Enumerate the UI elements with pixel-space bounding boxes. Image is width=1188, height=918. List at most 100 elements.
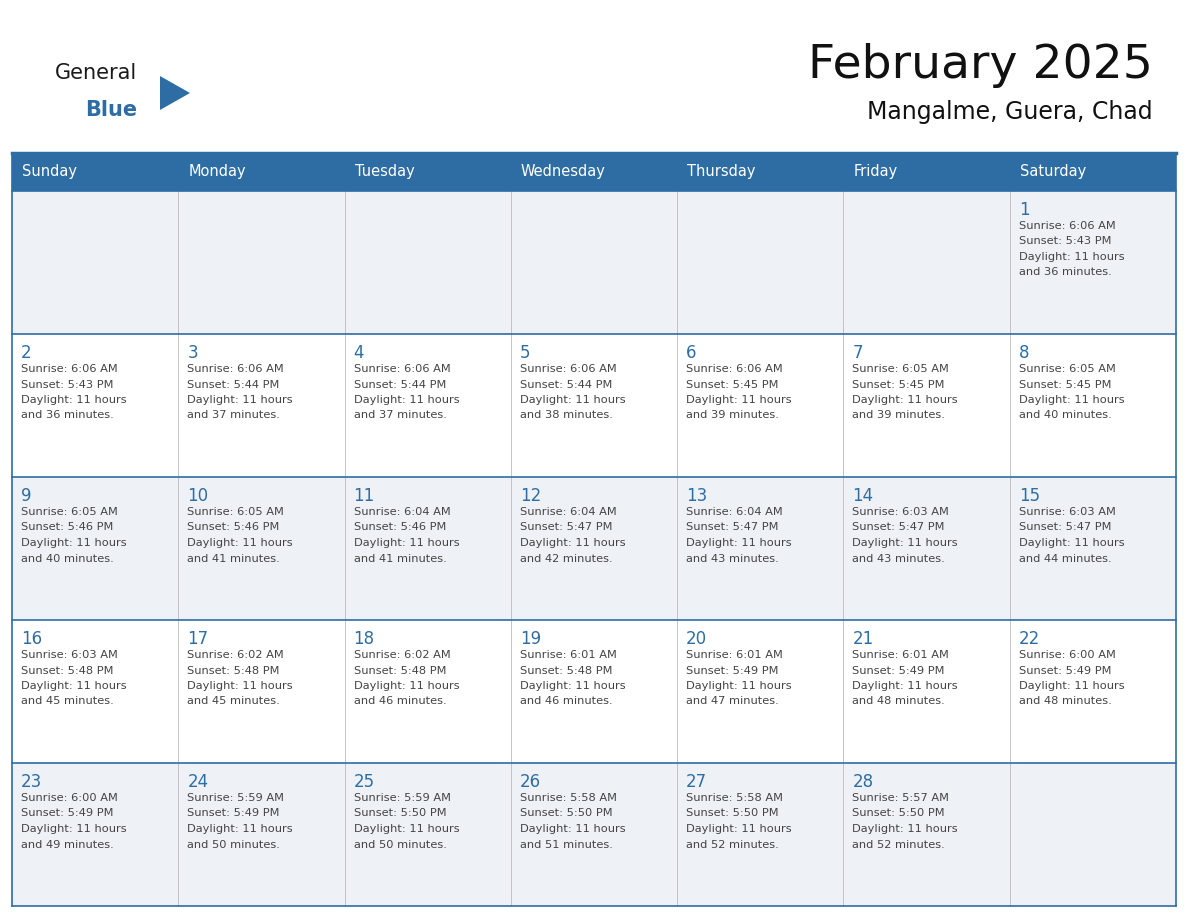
Bar bbox=[12, 153, 178, 191]
Text: Blue: Blue bbox=[86, 100, 137, 120]
Text: Daylight: 11 hours: Daylight: 11 hours bbox=[354, 824, 460, 834]
Text: Sunset: 5:45 PM: Sunset: 5:45 PM bbox=[1019, 379, 1111, 389]
Text: and 47 minutes.: and 47 minutes. bbox=[687, 697, 779, 707]
Text: Sunrise: 6:04 AM: Sunrise: 6:04 AM bbox=[354, 507, 450, 517]
Text: and 37 minutes.: and 37 minutes. bbox=[188, 410, 280, 420]
Text: 20: 20 bbox=[687, 630, 707, 648]
Text: Daylight: 11 hours: Daylight: 11 hours bbox=[520, 395, 626, 405]
Text: and 36 minutes.: and 36 minutes. bbox=[1019, 267, 1112, 277]
Text: Daylight: 11 hours: Daylight: 11 hours bbox=[188, 395, 293, 405]
Bar bbox=[12, 477, 1176, 620]
Text: Friday: Friday bbox=[853, 164, 898, 180]
Text: Daylight: 11 hours: Daylight: 11 hours bbox=[520, 681, 626, 691]
Text: 12: 12 bbox=[520, 487, 541, 505]
Text: Sunset: 5:45 PM: Sunset: 5:45 PM bbox=[853, 379, 944, 389]
Text: Sunset: 5:45 PM: Sunset: 5:45 PM bbox=[687, 379, 778, 389]
Text: Sunrise: 6:03 AM: Sunrise: 6:03 AM bbox=[1019, 507, 1116, 517]
Bar bbox=[511, 153, 677, 191]
Text: Daylight: 11 hours: Daylight: 11 hours bbox=[21, 395, 127, 405]
Text: Sunrise: 6:05 AM: Sunrise: 6:05 AM bbox=[21, 507, 118, 517]
Text: Sunset: 5:46 PM: Sunset: 5:46 PM bbox=[354, 522, 446, 532]
Text: Daylight: 11 hours: Daylight: 11 hours bbox=[853, 538, 958, 548]
Text: Sunset: 5:50 PM: Sunset: 5:50 PM bbox=[853, 809, 944, 819]
Text: Sunset: 5:47 PM: Sunset: 5:47 PM bbox=[1019, 522, 1111, 532]
Text: Sunrise: 5:57 AM: Sunrise: 5:57 AM bbox=[853, 793, 949, 803]
Bar bbox=[12, 334, 1176, 477]
Text: 5: 5 bbox=[520, 344, 530, 362]
Text: Sunrise: 5:59 AM: Sunrise: 5:59 AM bbox=[354, 793, 450, 803]
Text: 15: 15 bbox=[1019, 487, 1040, 505]
Text: February 2025: February 2025 bbox=[808, 43, 1154, 88]
Text: 25: 25 bbox=[354, 773, 374, 791]
Text: Sunrise: 6:04 AM: Sunrise: 6:04 AM bbox=[687, 507, 783, 517]
Text: Wednesday: Wednesday bbox=[520, 164, 606, 180]
Text: and 52 minutes.: and 52 minutes. bbox=[687, 839, 779, 849]
Text: Mangalme, Guera, Chad: Mangalme, Guera, Chad bbox=[867, 100, 1154, 124]
Text: Sunrise: 6:02 AM: Sunrise: 6:02 AM bbox=[354, 650, 450, 660]
Text: 22: 22 bbox=[1019, 630, 1040, 648]
Text: Sunrise: 6:06 AM: Sunrise: 6:06 AM bbox=[354, 364, 450, 374]
Text: and 43 minutes.: and 43 minutes. bbox=[853, 554, 946, 564]
Bar bbox=[677, 153, 843, 191]
Text: Daylight: 11 hours: Daylight: 11 hours bbox=[188, 538, 293, 548]
Text: Daylight: 11 hours: Daylight: 11 hours bbox=[354, 681, 460, 691]
Bar bbox=[345, 153, 511, 191]
Text: Daylight: 11 hours: Daylight: 11 hours bbox=[853, 395, 958, 405]
Text: Sunset: 5:47 PM: Sunset: 5:47 PM bbox=[520, 522, 612, 532]
Bar bbox=[178, 153, 345, 191]
Text: Daylight: 11 hours: Daylight: 11 hours bbox=[354, 395, 460, 405]
Text: Saturday: Saturday bbox=[1019, 164, 1086, 180]
Text: Daylight: 11 hours: Daylight: 11 hours bbox=[520, 538, 626, 548]
Text: Sunset: 5:43 PM: Sunset: 5:43 PM bbox=[21, 379, 114, 389]
Text: 2: 2 bbox=[21, 344, 32, 362]
Text: Sunset: 5:47 PM: Sunset: 5:47 PM bbox=[687, 522, 778, 532]
Text: Sunset: 5:48 PM: Sunset: 5:48 PM bbox=[188, 666, 280, 676]
Text: Sunset: 5:44 PM: Sunset: 5:44 PM bbox=[520, 379, 612, 389]
Text: Sunrise: 6:03 AM: Sunrise: 6:03 AM bbox=[21, 650, 118, 660]
Text: and 48 minutes.: and 48 minutes. bbox=[853, 697, 946, 707]
Text: 24: 24 bbox=[188, 773, 208, 791]
Text: Daylight: 11 hours: Daylight: 11 hours bbox=[687, 395, 791, 405]
Text: and 41 minutes.: and 41 minutes. bbox=[188, 554, 280, 564]
Text: Thursday: Thursday bbox=[687, 164, 756, 180]
Bar bbox=[843, 153, 1010, 191]
Text: 7: 7 bbox=[853, 344, 862, 362]
Text: Daylight: 11 hours: Daylight: 11 hours bbox=[1019, 538, 1124, 548]
Text: and 45 minutes.: and 45 minutes. bbox=[21, 697, 114, 707]
Text: Sunrise: 6:05 AM: Sunrise: 6:05 AM bbox=[853, 364, 949, 374]
Text: and 48 minutes.: and 48 minutes. bbox=[1019, 697, 1112, 707]
Text: 4: 4 bbox=[354, 344, 364, 362]
Text: Sunrise: 6:00 AM: Sunrise: 6:00 AM bbox=[21, 793, 118, 803]
Text: Daylight: 11 hours: Daylight: 11 hours bbox=[1019, 395, 1124, 405]
Bar bbox=[12, 620, 1176, 763]
Text: Sunrise: 6:03 AM: Sunrise: 6:03 AM bbox=[853, 507, 949, 517]
Text: 11: 11 bbox=[354, 487, 375, 505]
Text: 18: 18 bbox=[354, 630, 374, 648]
Bar bbox=[12, 763, 1176, 906]
Text: Tuesday: Tuesday bbox=[354, 164, 415, 180]
Text: Sunset: 5:49 PM: Sunset: 5:49 PM bbox=[188, 809, 280, 819]
Text: Daylight: 11 hours: Daylight: 11 hours bbox=[188, 824, 293, 834]
Text: and 49 minutes.: and 49 minutes. bbox=[21, 839, 114, 849]
Bar bbox=[12, 191, 1176, 334]
Text: and 39 minutes.: and 39 minutes. bbox=[853, 410, 946, 420]
Text: Sunset: 5:46 PM: Sunset: 5:46 PM bbox=[21, 522, 113, 532]
Text: and 40 minutes.: and 40 minutes. bbox=[1019, 410, 1112, 420]
Text: and 45 minutes.: and 45 minutes. bbox=[188, 697, 280, 707]
Text: 19: 19 bbox=[520, 630, 541, 648]
Text: and 36 minutes.: and 36 minutes. bbox=[21, 410, 114, 420]
Text: and 51 minutes.: and 51 minutes. bbox=[520, 839, 613, 849]
Text: and 41 minutes.: and 41 minutes. bbox=[354, 554, 447, 564]
Text: Sunrise: 6:02 AM: Sunrise: 6:02 AM bbox=[188, 650, 284, 660]
Text: Daylight: 11 hours: Daylight: 11 hours bbox=[354, 538, 460, 548]
Text: Sunset: 5:44 PM: Sunset: 5:44 PM bbox=[354, 379, 446, 389]
Text: Daylight: 11 hours: Daylight: 11 hours bbox=[1019, 681, 1124, 691]
Text: Sunset: 5:47 PM: Sunset: 5:47 PM bbox=[853, 522, 944, 532]
Text: Sunset: 5:50 PM: Sunset: 5:50 PM bbox=[520, 809, 613, 819]
Text: Daylight: 11 hours: Daylight: 11 hours bbox=[687, 538, 791, 548]
Text: Sunrise: 6:01 AM: Sunrise: 6:01 AM bbox=[853, 650, 949, 660]
Text: 3: 3 bbox=[188, 344, 198, 362]
Text: Daylight: 11 hours: Daylight: 11 hours bbox=[687, 681, 791, 691]
Text: Daylight: 11 hours: Daylight: 11 hours bbox=[687, 824, 791, 834]
Text: Sunrise: 6:01 AM: Sunrise: 6:01 AM bbox=[687, 650, 783, 660]
